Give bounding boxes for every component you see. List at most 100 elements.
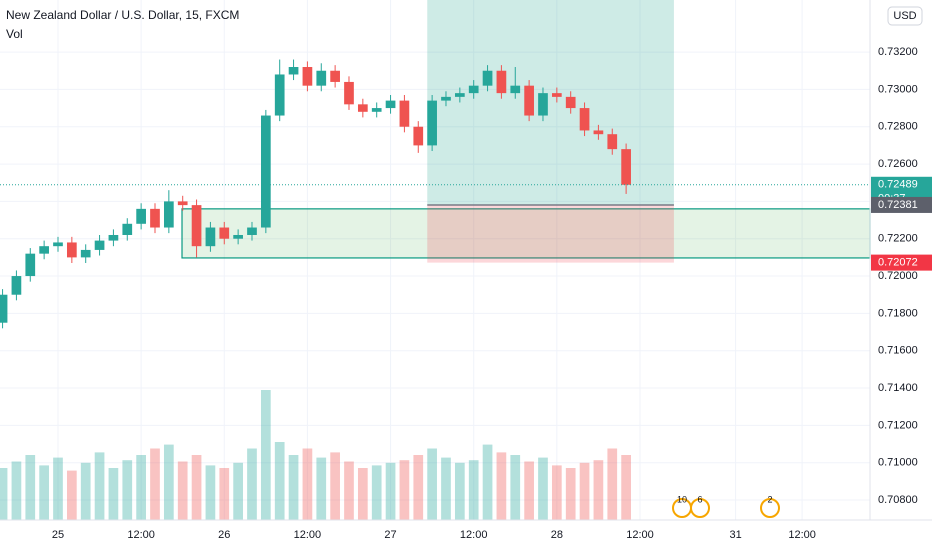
candle-body bbox=[136, 208, 146, 224]
stop-box bbox=[871, 254, 932, 271]
y-tick-label: 0.72200 bbox=[878, 233, 918, 245]
x-tick-label: 31 bbox=[729, 529, 741, 541]
volume-bar bbox=[150, 448, 160, 520]
y-tick-label: 0.72800 bbox=[878, 121, 918, 133]
x-tick-label: 12:00 bbox=[626, 529, 654, 541]
candle-body bbox=[53, 242, 63, 247]
volume-bar bbox=[538, 457, 548, 520]
volume-bar bbox=[441, 457, 451, 520]
entry-box bbox=[871, 196, 932, 213]
volume-bar bbox=[94, 452, 105, 520]
candle-body bbox=[66, 242, 77, 258]
candle-body bbox=[593, 130, 604, 135]
volume-bar bbox=[607, 448, 618, 520]
volume-bar bbox=[399, 460, 410, 520]
x-tick-label: 12:00 bbox=[127, 529, 155, 541]
x-tick-label: 25 bbox=[52, 529, 64, 541]
volume-bar bbox=[39, 465, 49, 520]
x-tick-label: 12:00 bbox=[460, 529, 488, 541]
y-tick-label: 0.71200 bbox=[878, 419, 918, 431]
candle-body bbox=[122, 223, 133, 235]
volume-bar bbox=[191, 455, 202, 520]
y-tick-label: 0.72000 bbox=[878, 270, 918, 282]
volume-bar bbox=[122, 460, 133, 520]
chart-title: New Zealand Dollar / U.S. Dollar, 15, FX… bbox=[6, 8, 239, 22]
volume-bar bbox=[260, 390, 271, 520]
entry-label: 0.72381 bbox=[878, 199, 918, 211]
currency-box[interactable] bbox=[887, 6, 923, 26]
volume-bar bbox=[219, 468, 230, 520]
volume-bar bbox=[427, 448, 437, 520]
candle-body bbox=[371, 108, 382, 112]
zone bbox=[181, 208, 871, 259]
plot-back bbox=[0, 0, 871, 520]
event-label: 10 bbox=[677, 494, 687, 504]
y-tick-label: 0.71400 bbox=[878, 382, 918, 394]
candle-body bbox=[496, 70, 507, 94]
candle-body bbox=[357, 104, 368, 112]
y-tick-label: 0.71000 bbox=[878, 457, 918, 469]
candle-body bbox=[441, 96, 451, 101]
candle-body bbox=[510, 85, 521, 94]
y-tick-label: 0.70800 bbox=[878, 494, 918, 506]
candle-body bbox=[413, 126, 424, 146]
volume-bar bbox=[0, 468, 8, 520]
volume-bar bbox=[288, 455, 299, 520]
volume-bar bbox=[496, 452, 507, 520]
candle-body bbox=[302, 67, 313, 86]
candle-body bbox=[607, 134, 618, 150]
candle-body bbox=[344, 81, 354, 105]
candle-body bbox=[80, 249, 91, 258]
volume-bar bbox=[510, 455, 521, 520]
event-label: 6 bbox=[697, 494, 702, 504]
y-tick-label: 0.71800 bbox=[878, 307, 918, 319]
volume-bar bbox=[163, 444, 174, 520]
candle-body bbox=[39, 246, 49, 254]
volume-bar bbox=[233, 462, 243, 520]
candle-body bbox=[108, 234, 119, 241]
volume-bar bbox=[551, 465, 562, 520]
x-tick-label: 12:00 bbox=[788, 529, 816, 541]
candle-body bbox=[579, 108, 590, 131]
candle-body bbox=[219, 227, 230, 239]
volume-bar bbox=[482, 444, 493, 520]
candle-body bbox=[427, 100, 437, 146]
candle-body bbox=[205, 227, 216, 247]
volume-bar bbox=[454, 462, 465, 520]
event-icon bbox=[690, 498, 710, 518]
candle-body bbox=[163, 201, 174, 228]
volume-bar bbox=[108, 468, 119, 520]
volume-bar bbox=[593, 460, 604, 520]
candle-body bbox=[274, 74, 285, 116]
x-tick-label: 28 bbox=[551, 529, 563, 541]
stop-label: 0.72072 bbox=[878, 257, 918, 269]
x-tick-label: 27 bbox=[384, 529, 396, 541]
volume-bar bbox=[25, 455, 36, 520]
volume-bar bbox=[524, 461, 534, 520]
volume-bar bbox=[274, 442, 285, 520]
x-tick-label: 26 bbox=[218, 529, 230, 541]
volume-bar bbox=[247, 448, 257, 520]
y-tick-label: 0.71600 bbox=[878, 345, 918, 357]
volume-bar bbox=[344, 461, 354, 520]
volume-bar bbox=[357, 468, 368, 520]
volume-bar bbox=[136, 455, 146, 520]
currency[interactable]: USD bbox=[893, 10, 916, 22]
y-tick-label: 0.73200 bbox=[878, 46, 918, 58]
volume-bar bbox=[205, 465, 216, 520]
x-tick-label: 12:00 bbox=[294, 529, 322, 541]
candle-body bbox=[454, 93, 465, 97]
volume-bar bbox=[316, 457, 327, 520]
volume-bar bbox=[371, 465, 382, 520]
candle-body bbox=[524, 85, 534, 116]
candle-body bbox=[385, 100, 396, 109]
volume-title: Vol bbox=[6, 27, 23, 41]
plot: 10 6 2 bbox=[0, 59, 870, 520]
candle-body bbox=[233, 234, 243, 239]
candle-body bbox=[330, 70, 340, 82]
candle-body bbox=[150, 208, 160, 228]
volume-bar bbox=[579, 462, 590, 520]
candle-body bbox=[399, 100, 410, 127]
axes: 0.70800 0.71000 0.71200 0.71400 0.71600 0.718… bbox=[52, 46, 932, 541]
